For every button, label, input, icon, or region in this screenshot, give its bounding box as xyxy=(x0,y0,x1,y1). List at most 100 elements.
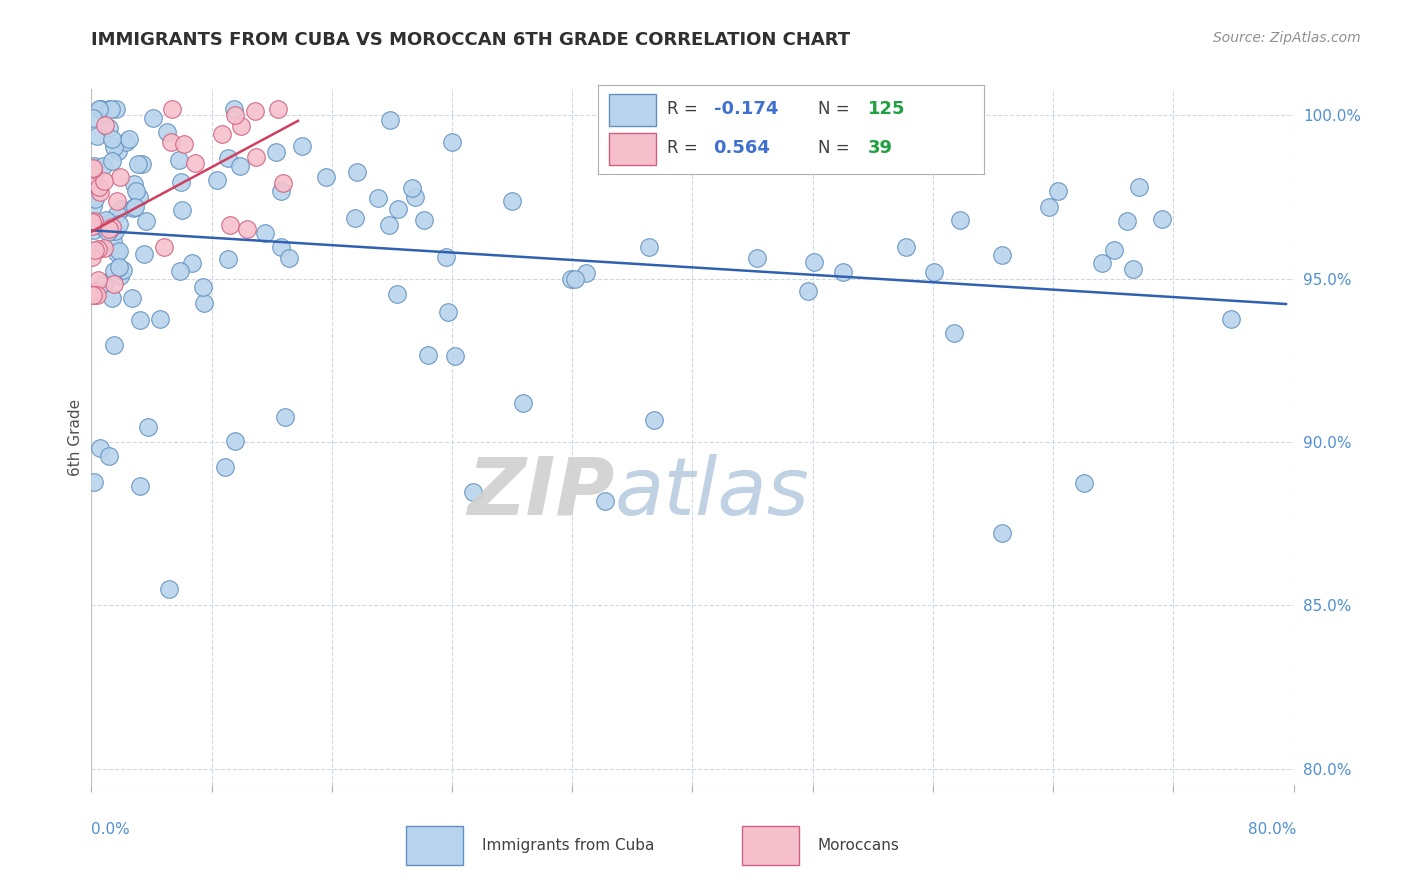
Point xyxy=(135,213,157,227)
Point xyxy=(253,226,276,240)
Point xyxy=(404,190,426,204)
Point xyxy=(89,102,111,116)
Point xyxy=(501,194,523,209)
Point xyxy=(271,176,294,190)
Point xyxy=(82,168,104,182)
Point xyxy=(125,184,148,198)
Point xyxy=(107,246,129,260)
Point xyxy=(949,213,972,227)
Point xyxy=(593,493,616,508)
Point xyxy=(217,252,239,266)
Point xyxy=(149,311,172,326)
Point xyxy=(97,225,120,239)
Point xyxy=(270,240,292,254)
Text: R =: R = xyxy=(666,100,703,118)
Point xyxy=(122,177,145,191)
Point xyxy=(229,120,252,134)
Point xyxy=(157,582,180,596)
Point xyxy=(235,222,257,236)
Point xyxy=(93,173,115,187)
Point xyxy=(170,203,193,218)
Point xyxy=(184,156,207,170)
Point xyxy=(444,349,467,363)
Point xyxy=(1038,200,1060,214)
Point xyxy=(82,288,104,302)
Point xyxy=(124,200,146,214)
Point xyxy=(82,215,104,229)
Text: 0.564: 0.564 xyxy=(713,139,770,157)
Point xyxy=(93,241,115,255)
Point xyxy=(84,193,107,207)
Point xyxy=(131,157,153,171)
Point xyxy=(97,121,120,136)
Point xyxy=(115,135,138,149)
Point xyxy=(108,244,131,258)
Point xyxy=(643,413,665,427)
Point xyxy=(83,214,105,228)
Point xyxy=(122,201,145,215)
Point xyxy=(1122,262,1144,277)
Point xyxy=(101,234,124,248)
Point xyxy=(87,273,110,287)
Point xyxy=(101,154,124,169)
Point xyxy=(91,159,114,173)
Point xyxy=(1220,312,1243,326)
Point xyxy=(118,132,141,146)
Point xyxy=(211,127,233,141)
Point xyxy=(93,277,115,291)
Bar xyxy=(609,94,655,126)
Point xyxy=(273,409,295,424)
Point xyxy=(83,159,105,173)
Point xyxy=(991,247,1014,261)
Point xyxy=(94,213,117,227)
Point xyxy=(89,185,111,199)
Point xyxy=(896,240,918,254)
Point xyxy=(82,199,104,213)
Point xyxy=(83,223,105,237)
Point xyxy=(169,264,191,278)
Point xyxy=(401,181,423,195)
Point xyxy=(214,459,236,474)
Text: -0.174: -0.174 xyxy=(713,100,778,118)
Point xyxy=(82,251,104,265)
Point xyxy=(416,348,439,362)
Point xyxy=(103,338,125,352)
Point xyxy=(86,128,108,143)
Point xyxy=(83,475,105,489)
Y-axis label: 6th Grade: 6th Grade xyxy=(67,399,83,475)
Point xyxy=(108,218,131,232)
Point xyxy=(110,202,132,217)
Point xyxy=(87,180,110,194)
Point xyxy=(229,159,252,173)
Bar xyxy=(406,826,464,865)
Point xyxy=(217,152,239,166)
Point xyxy=(266,145,288,159)
Point xyxy=(245,150,267,164)
Text: atlas: atlas xyxy=(614,454,808,532)
Point xyxy=(1115,214,1137,228)
Point xyxy=(173,136,195,151)
Point xyxy=(105,207,128,221)
Point xyxy=(156,125,179,139)
Point xyxy=(560,272,582,286)
Point xyxy=(512,396,534,410)
Text: IMMIGRANTS FROM CUBA VS MOROCCAN 6TH GRADE CORRELATION CHART: IMMIGRANTS FROM CUBA VS MOROCCAN 6TH GRA… xyxy=(91,31,851,49)
Point xyxy=(387,202,409,217)
Point xyxy=(160,102,183,116)
Point xyxy=(103,264,125,278)
Point xyxy=(103,277,125,292)
Point xyxy=(385,287,408,301)
Point xyxy=(100,132,122,146)
Point xyxy=(745,251,768,265)
Point xyxy=(83,288,105,302)
Point xyxy=(93,220,115,235)
Point xyxy=(803,255,825,269)
Point xyxy=(270,184,292,198)
Point xyxy=(159,136,181,150)
Point xyxy=(942,326,965,340)
Point xyxy=(191,280,214,294)
Point xyxy=(1128,179,1150,194)
Point xyxy=(278,252,301,266)
Point xyxy=(103,140,125,154)
Point xyxy=(83,243,105,257)
